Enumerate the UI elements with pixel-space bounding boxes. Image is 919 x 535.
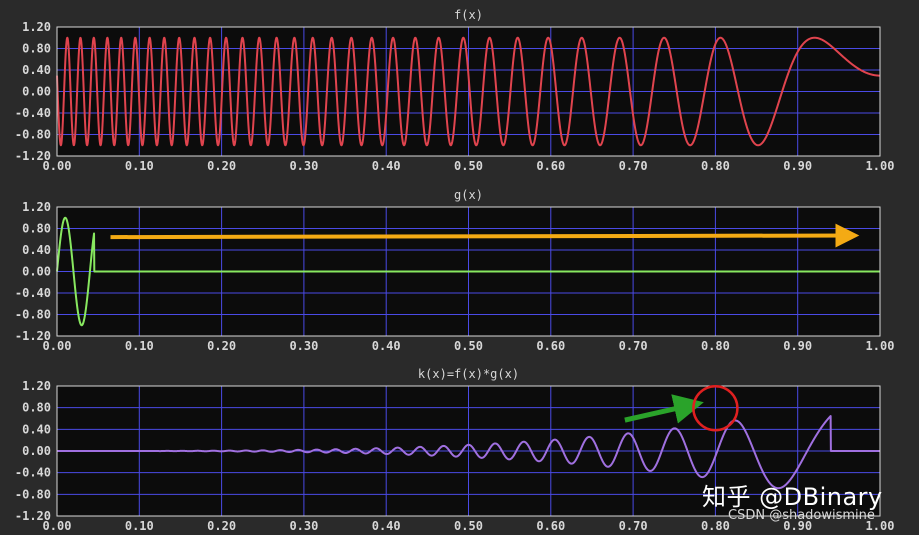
x-tick-label: 0.50: [454, 159, 483, 173]
y-tick-label: 0.80: [22, 222, 51, 236]
x-tick-label: 1.00: [866, 339, 895, 353]
y-tick-label: -0.40: [15, 286, 51, 300]
x-tick-label: 0.10: [125, 339, 154, 353]
y-tick-label: 0.00: [22, 265, 51, 279]
y-tick-label: -0.80: [15, 487, 51, 501]
x-tick-label: 1.00: [866, 519, 895, 533]
annotation-arrow-green: [624, 394, 704, 424]
y-tick-label: 0.00: [22, 85, 51, 99]
y-tick-label: 0.40: [22, 243, 51, 257]
x-tick-label: 0.00: [43, 159, 72, 173]
chart-panel-2: g(x)1.200.800.400.00-0.40-0.80-1.200.00 0…: [15, 188, 895, 353]
x-tick-label: 0.00: [43, 339, 72, 353]
f-series-line: [56, 36, 881, 147]
x-tick-label: 0.40: [372, 339, 401, 353]
x-tick-label: 0.20: [207, 339, 236, 353]
x-tick-label: 0.00: [43, 519, 72, 533]
k-series-line: [56, 415, 881, 490]
chart-title: g(x): [454, 188, 483, 202]
x-tick-label: 0.60: [536, 519, 565, 533]
y-tick-label: -0.80: [15, 128, 51, 142]
x-tick-label: 0.80: [701, 519, 730, 533]
x-tick-label: 0.80: [701, 159, 730, 173]
x-tick-label: 0.10: [125, 519, 154, 533]
y-tick-label: -1.20: [15, 149, 51, 163]
y-tick-label: 1.20: [22, 200, 51, 214]
x-tick-label: 1.00: [866, 159, 895, 173]
x-tick-label: 0.30: [289, 339, 318, 353]
csdn-watermark: CSDN @shadowismine: [728, 508, 875, 523]
x-tick-label: 0.10: [125, 159, 154, 173]
x-tick-label: 0.30: [289, 159, 318, 173]
g-series-line: [56, 216, 881, 327]
x-tick-label: 0.20: [207, 519, 236, 533]
plot-frame: [56, 26, 881, 157]
chart-title: k(x)=f(x)*g(x): [418, 367, 519, 381]
x-tick-label: 0.40: [372, 519, 401, 533]
chart-title: f(x): [454, 8, 483, 22]
y-tick-label: -0.40: [15, 466, 51, 480]
annotation-circle: [692, 384, 739, 432]
y-tick-label: 0.80: [22, 401, 51, 415]
y-tick-label: 1.20: [22, 379, 51, 393]
y-tick-label: 1.20: [22, 20, 51, 34]
chart-panel-1: f(x)1.200.800.400.00-0.40-0.80-1.200.00 0…: [15, 8, 895, 173]
annotation-arrow-orange: [110, 223, 860, 248]
zhihu-watermark: 知乎 @DBinary: [702, 483, 883, 511]
x-tick-label: 0.70: [619, 519, 648, 533]
x-tick-label: 0.40: [372, 159, 401, 173]
y-tick-label: 0.40: [22, 63, 51, 77]
x-tick-label: 0.80: [701, 339, 730, 353]
x-tick-label: 0.90: [783, 159, 812, 173]
plot-frame: [56, 206, 881, 337]
x-tick-label: 0.20: [207, 159, 236, 173]
x-tick-label: 0.60: [536, 159, 565, 173]
y-tick-label: -1.20: [15, 329, 51, 343]
y-tick-label: 0.00: [22, 444, 51, 458]
x-tick-label: 0.60: [536, 339, 565, 353]
y-tick-label: -1.20: [15, 509, 51, 523]
x-tick-label: 0.90: [783, 339, 812, 353]
x-tick-label: 0.30: [289, 519, 318, 533]
y-tick-label: 0.40: [22, 422, 51, 436]
y-tick-label: -0.40: [15, 106, 51, 120]
plot-frame: [56, 385, 881, 517]
x-tick-label: 0.50: [454, 339, 483, 353]
chart-panel-3: k(x)=f(x)*g(x) 1.20 0.80 0.40 0.00 -0.40 -0.80…: [15, 367, 895, 533]
y-tick-label: -0.80: [15, 308, 51, 322]
x-tick-label: 0.50: [454, 519, 483, 533]
x-tick-label: 0.70: [619, 159, 648, 173]
x-tick-label: 0.90: [783, 519, 812, 533]
x-tick-label: 0.70: [619, 339, 648, 353]
y-tick-label: 0.80: [22, 42, 51, 56]
